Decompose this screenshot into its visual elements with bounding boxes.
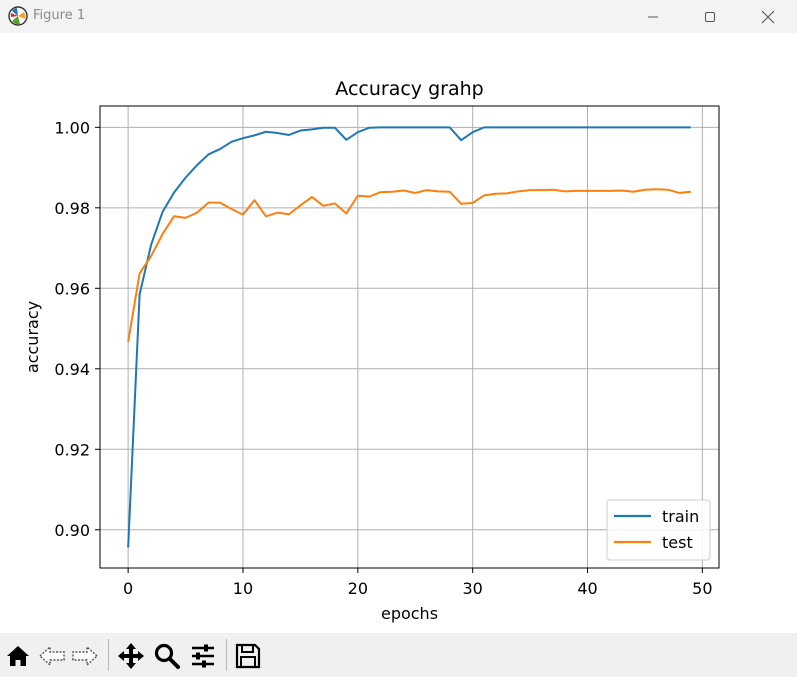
y-tick-label: 0.92 <box>54 440 90 459</box>
configure-subplots-button[interactable] <box>188 641 218 671</box>
series-lines <box>127 126 691 548</box>
minimize-button[interactable] <box>630 0 676 33</box>
x-tick-label: 30 <box>462 579 482 598</box>
y-tick-label: 0.94 <box>54 360 90 379</box>
y-tick-label: 1.00 <box>54 118 90 137</box>
back-arrow-icon <box>38 645 65 667</box>
forward-button[interactable] <box>70 641 100 671</box>
x-tick-label: 20 <box>348 579 368 598</box>
x-tick-label: 0 <box>123 579 133 598</box>
accuracy-chart: Accuracy grahp 0 10 20 30 40 50 0.90 0.92 0.94 0.… <box>23 78 720 623</box>
window-title: Figure 1 <box>33 8 86 23</box>
series-line-train <box>127 126 691 548</box>
window-titlebar: Figure 1 <box>0 0 797 33</box>
chart-title: Accuracy grahp <box>335 78 483 100</box>
home-icon <box>7 646 29 666</box>
y-tick-label: 0.90 <box>54 521 90 540</box>
legend-train-label: train <box>662 507 699 526</box>
x-tick-label: 40 <box>577 579 597 598</box>
grid-lines <box>100 106 719 568</box>
figure-canvas: Accuracy grahp 0 10 20 30 40 50 0.90 0.92 0.94 0.… <box>0 33 797 633</box>
pan-icon <box>118 643 144 669</box>
axes-frame <box>99 105 720 569</box>
configure-subplots-icon <box>192 644 214 668</box>
toolbar-separator <box>108 639 109 671</box>
x-axis-label: epochs <box>381 604 438 623</box>
series-line-test <box>127 188 691 342</box>
x-tick-label: 10 <box>233 579 253 598</box>
x-tick-label: 50 <box>692 579 712 598</box>
y-axis-label: accuracy <box>23 301 42 373</box>
zoom-button[interactable] <box>152 641 182 671</box>
home-button[interactable] <box>3 641 33 671</box>
matplotlib-icon <box>8 6 28 26</box>
legend-test-label: test <box>662 533 693 552</box>
maximize-button[interactable] <box>687 0 733 33</box>
toolbar-separator <box>226 639 227 671</box>
y-tick-label: 0.98 <box>54 199 90 218</box>
maximize-icon <box>705 11 715 22</box>
minimize-icon <box>648 16 658 17</box>
close-icon <box>761 10 775 23</box>
back-button[interactable] <box>37 641 67 671</box>
save-button[interactable] <box>233 641 263 671</box>
tick-marks: 0 10 20 30 40 50 0.90 0.92 0.94 0.96 0.98 1.00 <box>54 118 712 598</box>
zoom-icon <box>154 643 180 669</box>
navigation-toolbar <box>0 633 797 677</box>
y-tick-label: 0.96 <box>54 279 90 298</box>
pan-button[interactable] <box>116 641 146 671</box>
forward-arrow-icon <box>72 645 99 667</box>
close-button[interactable] <box>745 0 791 33</box>
legend: train test <box>606 499 711 561</box>
save-icon <box>235 643 261 669</box>
